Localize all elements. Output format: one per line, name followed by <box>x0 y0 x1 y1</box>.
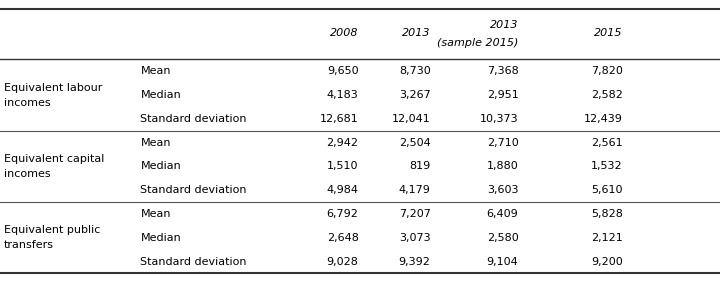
Text: 2,648: 2,648 <box>327 233 359 243</box>
Text: Mean: Mean <box>140 138 171 148</box>
Text: 4,183: 4,183 <box>327 90 359 100</box>
Text: 8,730: 8,730 <box>399 66 431 76</box>
Text: Equivalent public
transfers: Equivalent public transfers <box>4 225 100 250</box>
Text: 5,828: 5,828 <box>591 209 623 219</box>
Text: Mean: Mean <box>140 209 171 219</box>
Text: 2,942: 2,942 <box>327 138 359 148</box>
Text: (sample 2015): (sample 2015) <box>437 39 518 48</box>
Text: 2,121: 2,121 <box>591 233 623 243</box>
Text: Equivalent capital
incomes: Equivalent capital incomes <box>4 154 104 179</box>
Text: Equivalent labour
incomes: Equivalent labour incomes <box>4 83 102 108</box>
Text: 4,179: 4,179 <box>399 185 431 195</box>
Text: 9,650: 9,650 <box>327 66 359 76</box>
Text: Mean: Mean <box>140 66 171 76</box>
Text: 2,580: 2,580 <box>487 233 518 243</box>
Text: 6,409: 6,409 <box>487 209 518 219</box>
Text: 819: 819 <box>409 162 431 171</box>
Text: 2008: 2008 <box>330 28 359 38</box>
Text: Standard deviation: Standard deviation <box>140 114 247 124</box>
Text: 12,041: 12,041 <box>392 114 431 124</box>
Text: 2,951: 2,951 <box>487 90 518 100</box>
Text: 1,880: 1,880 <box>487 162 518 171</box>
Text: 7,820: 7,820 <box>591 66 623 76</box>
Text: 5,610: 5,610 <box>591 185 623 195</box>
Text: 9,028: 9,028 <box>327 257 359 267</box>
Text: Median: Median <box>140 90 181 100</box>
Text: 2,582: 2,582 <box>591 90 623 100</box>
Text: 2,561: 2,561 <box>591 138 623 148</box>
Text: 2013: 2013 <box>490 20 518 30</box>
Text: 2013: 2013 <box>402 28 431 38</box>
Text: 4,984: 4,984 <box>327 185 359 195</box>
Text: 6,792: 6,792 <box>327 209 359 219</box>
Text: 1,532: 1,532 <box>591 162 623 171</box>
Text: Median: Median <box>140 162 181 171</box>
Text: 3,603: 3,603 <box>487 185 518 195</box>
Text: 9,104: 9,104 <box>487 257 518 267</box>
Text: 10,373: 10,373 <box>480 114 518 124</box>
Text: Median: Median <box>140 233 181 243</box>
Text: 1,510: 1,510 <box>327 162 359 171</box>
Text: 2,504: 2,504 <box>399 138 431 148</box>
Text: 7,207: 7,207 <box>399 209 431 219</box>
Text: 12,681: 12,681 <box>320 114 359 124</box>
Text: 9,200: 9,200 <box>591 257 623 267</box>
Text: Standard deviation: Standard deviation <box>140 257 247 267</box>
Text: Standard deviation: Standard deviation <box>140 185 247 195</box>
Text: 3,267: 3,267 <box>399 90 431 100</box>
Text: 12,439: 12,439 <box>584 114 623 124</box>
Text: 2,710: 2,710 <box>487 138 518 148</box>
Text: 9,392: 9,392 <box>399 257 431 267</box>
Text: 3,073: 3,073 <box>399 233 431 243</box>
Text: 2015: 2015 <box>594 28 623 38</box>
Text: 7,368: 7,368 <box>487 66 518 76</box>
